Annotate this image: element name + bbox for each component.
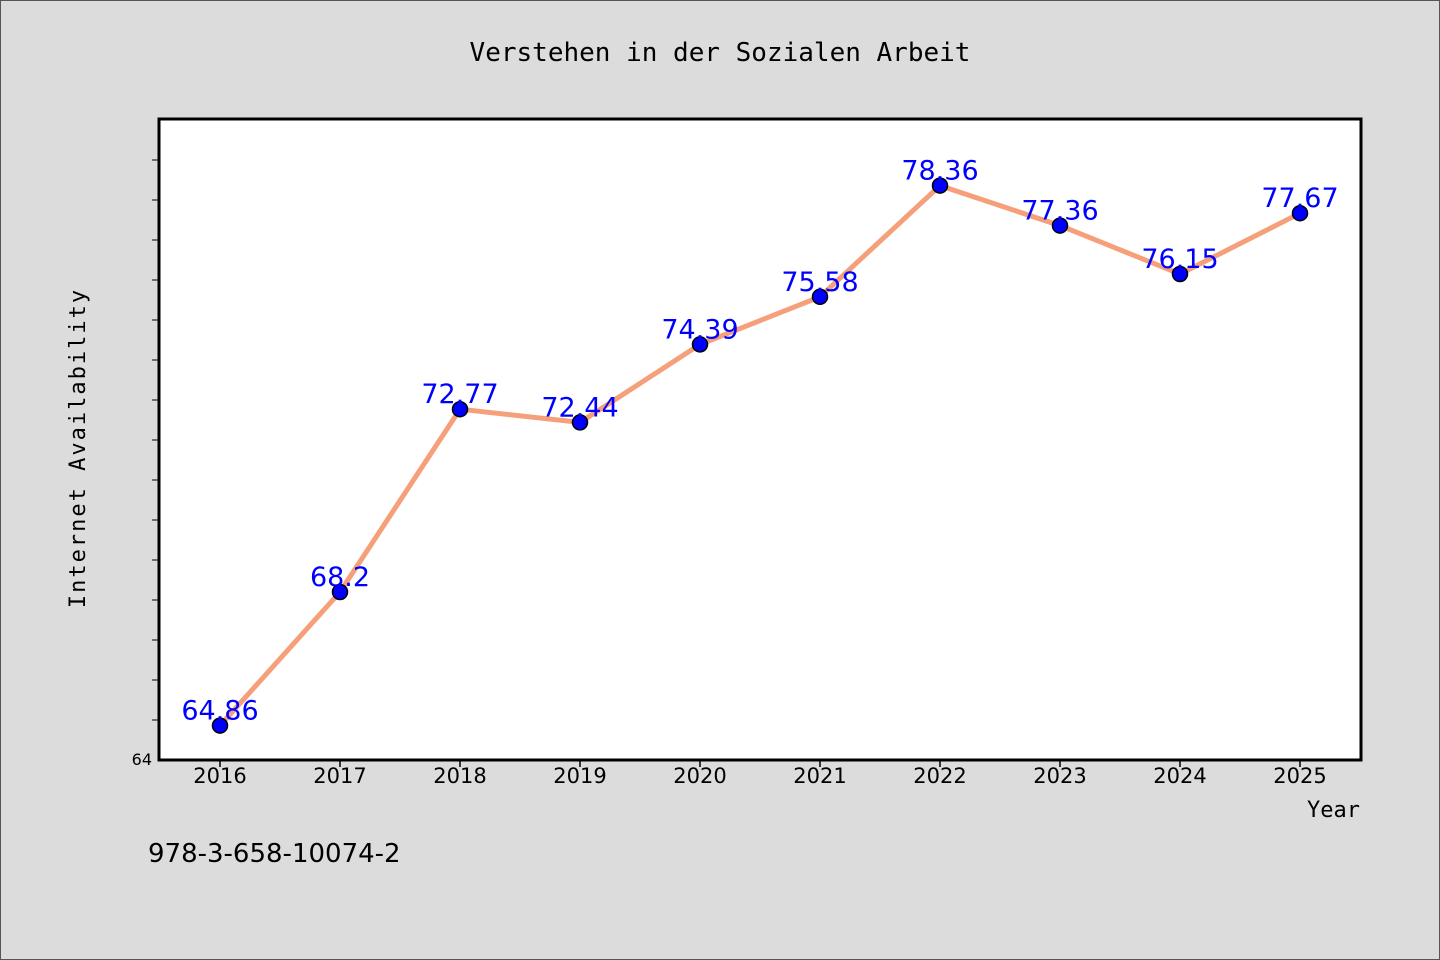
- data-label: 77.36: [1021, 196, 1098, 227]
- data-label: 72.44: [541, 392, 618, 423]
- x-tick-label: 2021: [793, 764, 846, 788]
- data-label: 75.58: [781, 267, 858, 298]
- x-axis-ticks: 2016 2017 2018 2019 2020 2021 2022 2023 2024 2025: [193, 760, 1327, 788]
- x-axis-label: Year: [1307, 798, 1360, 823]
- data-label: 68.2: [310, 562, 370, 593]
- data-label: 78.36: [901, 156, 978, 187]
- x-tick-label: 2019: [553, 764, 606, 788]
- y-axis-ticks: 64: [132, 159, 160, 769]
- data-label: 76.15: [1141, 244, 1218, 275]
- x-tick-label: 2020: [673, 764, 726, 788]
- chart-title: Verstehen in der Sozialen Arbeit: [470, 38, 971, 68]
- data-label: 72.77: [421, 379, 498, 410]
- y-tick-label: 64: [132, 750, 152, 769]
- data-label: 74.39: [661, 314, 738, 345]
- x-tick-label: 2018: [433, 764, 486, 788]
- data-point: [571, 414, 589, 431]
- data-point: [451, 400, 469, 418]
- data-label: 64.86: [181, 696, 258, 727]
- series-line: [217, 183, 1303, 729]
- data-point: [1051, 217, 1069, 234]
- series-layer: 64.86 68.2 72.77 72.44 74.39 75.58 78.36 77.36 7…: [181, 156, 1339, 734]
- data-label: 77.67: [1261, 183, 1338, 214]
- x-tick-label: 2017: [313, 764, 366, 788]
- x-tick-label: 2024: [1153, 764, 1206, 788]
- data-point: [1171, 265, 1189, 283]
- data-point: [331, 583, 349, 601]
- y-axis-label: Internet Availability: [66, 288, 91, 608]
- x-tick-label: 2016: [193, 764, 246, 788]
- data-point: [211, 717, 229, 734]
- x-tick-label: 2023: [1033, 764, 1086, 788]
- data-point: [691, 336, 709, 353]
- footer-text: 978-3-658-10074-2: [148, 839, 401, 869]
- x-tick-label: 2025: [1273, 764, 1326, 788]
- data-point: [931, 177, 949, 194]
- plot-area: [157, 117, 1363, 762]
- data-point: [1291, 204, 1309, 222]
- data-point: [811, 288, 829, 306]
- x-tick-label: 2022: [913, 764, 966, 788]
